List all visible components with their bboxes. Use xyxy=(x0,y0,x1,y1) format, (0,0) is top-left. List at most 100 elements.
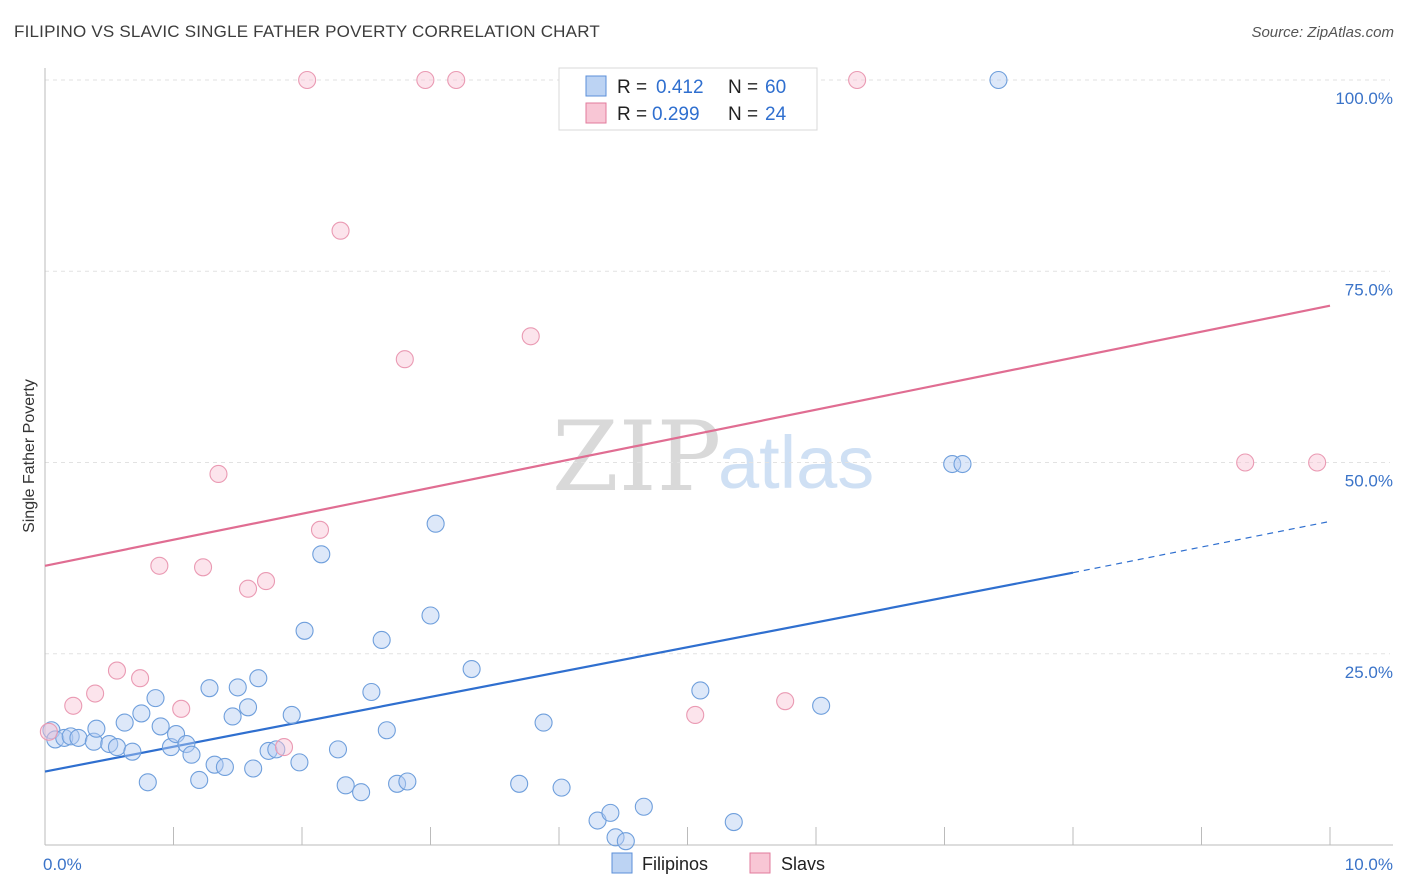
point-filipinos xyxy=(238,698,258,717)
point-filipinos xyxy=(295,621,314,640)
point-slavs xyxy=(150,556,169,575)
point-filipinos xyxy=(215,757,234,777)
point-filipinos xyxy=(362,682,381,702)
point-filipinos xyxy=(138,773,157,792)
point-filipinos xyxy=(552,778,571,797)
point-filipinos xyxy=(200,679,219,698)
legend-r-value-filipinos: 0.412 xyxy=(656,77,704,98)
point-slavs xyxy=(310,520,330,539)
point-filipinos xyxy=(223,707,242,726)
point-slavs xyxy=(521,327,540,346)
point-filipinos xyxy=(398,772,417,791)
point-slavs xyxy=(395,350,414,369)
trend-line-slavs xyxy=(44,304,1331,567)
trend-lines xyxy=(44,304,1331,773)
point-filipinos xyxy=(377,721,396,740)
point-filipinos xyxy=(724,812,743,832)
point-filipinos xyxy=(953,454,972,474)
axes xyxy=(44,68,1393,846)
bottom-legend-swatch-filipinos xyxy=(611,852,633,874)
point-filipinos xyxy=(328,740,348,759)
point-slavs xyxy=(447,70,466,90)
bottom-legend-swatch-slavs xyxy=(749,852,771,874)
legend-r-value-slavs: 0.299 xyxy=(652,104,700,125)
y-tick-label: 75.0% xyxy=(1345,280,1393,299)
point-filipinos xyxy=(601,803,620,822)
point-slavs xyxy=(172,699,191,718)
point-filipinos xyxy=(132,704,151,723)
point-filipinos xyxy=(249,669,268,688)
point-filipinos xyxy=(259,741,278,760)
point-slavs xyxy=(416,70,435,90)
x-tick-label: 10.0% xyxy=(1345,855,1393,874)
legend-r-label-slavs: R = xyxy=(617,104,647,125)
point-slavs xyxy=(274,738,294,757)
point-filipinos xyxy=(421,606,440,625)
point-filipinos xyxy=(691,681,710,700)
point-filipinos xyxy=(634,797,653,816)
point-slavs xyxy=(331,221,350,240)
point-filipinos xyxy=(426,514,445,533)
point-filipinos xyxy=(177,734,196,754)
point-filipinos xyxy=(46,730,65,749)
point-slavs xyxy=(39,722,58,741)
point-slavs xyxy=(107,661,127,680)
point-slavs xyxy=(256,572,276,591)
legend-swatch-slavs xyxy=(585,102,607,124)
point-filipinos xyxy=(61,727,80,746)
point-filipinos xyxy=(151,717,170,736)
chart-title: FILIPINO VS SLAVIC SINGLE FATHER POVERTY… xyxy=(14,22,600,41)
point-filipinos xyxy=(69,728,88,747)
point-filipinos xyxy=(146,689,165,708)
y-axis-label: Single Father Poverty xyxy=(21,379,38,533)
point-filipinos xyxy=(989,70,1008,90)
point-filipinos xyxy=(372,630,391,650)
legend-n-value-filipinos: 60 xyxy=(765,77,786,98)
point-slavs xyxy=(209,464,228,484)
point-filipinos xyxy=(812,696,831,715)
legend-n-value-slavs: 24 xyxy=(765,104,787,125)
trend-line-filipinos xyxy=(44,571,1074,773)
trend-line-extension-filipinos xyxy=(1072,520,1331,574)
point-slavs xyxy=(776,692,795,711)
bottom-legend-label-slavs: Slavs xyxy=(781,854,825,874)
point-slavs xyxy=(298,70,317,90)
y-tick-label: 100.0% xyxy=(1335,89,1393,108)
point-filipinos xyxy=(55,728,74,747)
axis-ticks: 25.0% 50.0% 75.0% 100.0% 0.0% 10.0% xyxy=(43,89,1393,874)
point-slavs xyxy=(131,669,150,688)
point-filipinos xyxy=(312,545,331,564)
point-filipinos xyxy=(87,719,106,738)
point-slavs xyxy=(1236,453,1255,472)
data-points xyxy=(39,70,1327,851)
legend-r-label-filipinos: R = xyxy=(617,77,647,98)
bottom-legend: Filipinos Slavs xyxy=(611,852,825,874)
point-filipinos xyxy=(182,745,201,764)
point-filipinos xyxy=(352,783,371,802)
point-slavs xyxy=(848,70,867,90)
y-tick-label: 25.0% xyxy=(1345,663,1393,682)
point-filipinos xyxy=(290,753,309,772)
point-filipinos xyxy=(244,759,263,778)
legend-n-label-slavs: N = xyxy=(728,104,758,125)
point-slavs xyxy=(64,696,83,715)
point-filipinos xyxy=(336,776,355,795)
bottom-legend-label-filipinos: Filipinos xyxy=(642,854,708,874)
y-tick-label: 50.0% xyxy=(1345,472,1393,491)
point-slavs xyxy=(194,558,213,577)
point-filipinos xyxy=(606,828,625,847)
point-filipinos xyxy=(462,659,481,679)
point-slavs xyxy=(238,579,258,598)
point-filipinos xyxy=(282,705,301,725)
point-filipinos xyxy=(123,742,142,761)
point-filipinos xyxy=(228,678,247,697)
legend-swatch-filipinos xyxy=(585,75,607,97)
point-filipinos xyxy=(616,832,635,851)
x-tick-label: 0.0% xyxy=(43,855,82,874)
legend-n-label-filipinos: N = xyxy=(728,77,758,98)
point-filipinos xyxy=(107,738,127,757)
point-filipinos xyxy=(115,713,134,732)
point-slavs xyxy=(86,684,105,703)
point-slavs xyxy=(1308,453,1327,472)
